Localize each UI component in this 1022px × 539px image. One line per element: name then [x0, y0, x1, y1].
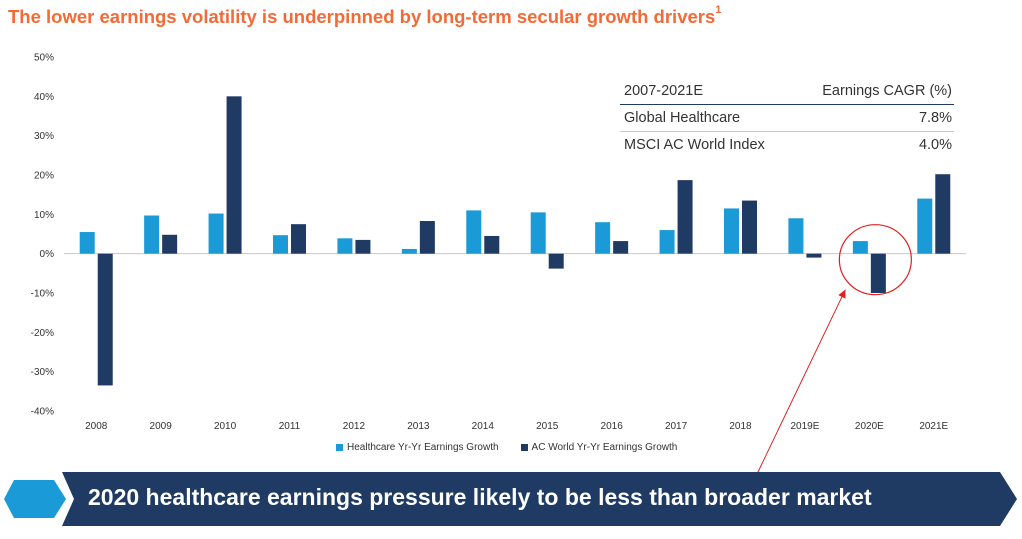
bar-world	[935, 174, 951, 254]
x-tick-label: 2014	[472, 421, 495, 432]
bar-world	[291, 224, 306, 254]
bars	[79, 96, 951, 386]
x-tick-label: 2010	[214, 421, 237, 432]
cagr-row-world: MSCI AC World Index 4.0%	[620, 132, 954, 158]
cagr-row-name: Global Healthcare	[624, 110, 741, 126]
bar-world	[484, 235, 500, 254]
hexagon-icon	[4, 480, 66, 518]
legend-swatch-world	[520, 444, 528, 451]
legend-label-healthcare: Healthcare Yr-Yr Earnings Growth	[347, 442, 499, 453]
cagr-period-header: 2007-2021E	[624, 83, 704, 99]
bar-healthcare	[208, 213, 224, 254]
highlight-annotation	[757, 224, 912, 473]
x-tick-label: 2009	[150, 421, 173, 432]
y-tick-label: -20%	[31, 328, 54, 339]
chart-title: The lower earnings volatility is underpi…	[8, 4, 722, 27]
x-tick-label: 2008	[85, 421, 108, 432]
bar-world	[162, 234, 178, 254]
bar-world	[742, 200, 757, 254]
cagr-row-name: MSCI AC World Index	[624, 137, 765, 153]
bar-healthcare	[337, 238, 353, 254]
x-tick-label: 2015	[536, 421, 559, 432]
y-tick-label: 10%	[34, 210, 54, 221]
cagr-row-healthcare: Global Healthcare 7.8%	[620, 105, 954, 132]
bar-healthcare	[917, 198, 933, 254]
x-tick-label: 2016	[601, 421, 624, 432]
highlight-circle	[838, 224, 912, 296]
x-tick-label: 2021E	[919, 421, 948, 432]
bar-world	[226, 96, 242, 254]
legend-swatch-healthcare	[336, 444, 343, 451]
legend-item-healthcare: Healthcare Yr-Yr Earnings Growth	[336, 442, 499, 453]
bar-healthcare	[273, 235, 288, 254]
y-tick-label: 20%	[34, 171, 54, 182]
highlight-arrow-line	[757, 289, 846, 473]
callout-banner	[4, 472, 1017, 526]
x-axis-labels: 2008 2009 2010 2011 2012 2013 2014 2015 2016 2017…	[85, 421, 948, 432]
legend-item-world: AC World Yr-Yr Earnings Growth	[520, 442, 678, 453]
y-tick-label: -30%	[31, 367, 54, 378]
cagr-header-row: 2007-2021E Earnings CAGR (%)	[620, 78, 954, 105]
bar-healthcare	[788, 218, 804, 254]
bar-healthcare	[466, 210, 482, 254]
y-tick-label: 40%	[34, 92, 54, 103]
bar-world	[613, 241, 629, 254]
highlight-arrowhead	[838, 289, 846, 299]
legend-label-world: AC World Yr-Yr Earnings Growth	[531, 442, 678, 453]
bar-healthcare	[595, 222, 611, 254]
x-tick-label: 2020E	[855, 421, 884, 432]
y-tick-label: 0%	[40, 249, 55, 260]
bar-world	[97, 253, 113, 386]
cagr-row-value: 4.0%	[918, 137, 952, 153]
x-tick-label: 2018	[729, 421, 752, 432]
bar-world	[806, 253, 822, 258]
y-tick-label: 30%	[34, 131, 54, 142]
x-tick-label: 2017	[665, 421, 688, 432]
x-tick-label: 2019E	[790, 421, 819, 432]
banner-text: 2020 healthcare earnings pressure likely…	[88, 484, 872, 510]
y-tick-label: -40%	[31, 407, 54, 418]
bar-world	[355, 239, 371, 254]
banner-arrow-shape	[62, 472, 1017, 526]
y-tick-label: 50%	[34, 53, 54, 64]
bar-healthcare	[530, 212, 546, 254]
bar-healthcare	[852, 241, 868, 254]
cagr-metric-header: Earnings CAGR (%)	[822, 83, 952, 99]
title-footnote: 1	[715, 4, 722, 16]
bar-world	[870, 253, 886, 293]
x-tick-label: 2013	[407, 421, 430, 432]
x-tick-label: 2012	[343, 421, 366, 432]
cagr-table: 2007-2021E Earnings CAGR (%) Global Heal…	[620, 78, 954, 158]
bar-healthcare	[144, 215, 160, 254]
bar-healthcare	[401, 248, 417, 254]
y-tick-label: -10%	[31, 289, 54, 300]
bar-world	[419, 221, 435, 254]
chart-legend: Healthcare Yr-Yr Earnings Growth AC Worl…	[336, 442, 677, 453]
x-tick-label: 2011	[279, 421, 301, 432]
bar-healthcare	[79, 232, 95, 254]
y-axis-labels: 50% 40% 30% 20% 10% 0% -10% -20% -30% -40%	[31, 53, 54, 418]
cagr-row-value: 7.8%	[918, 110, 952, 126]
bar-world	[677, 180, 693, 254]
bar-world	[548, 253, 564, 269]
bar-healthcare	[659, 230, 675, 254]
bar-healthcare	[724, 208, 739, 254]
